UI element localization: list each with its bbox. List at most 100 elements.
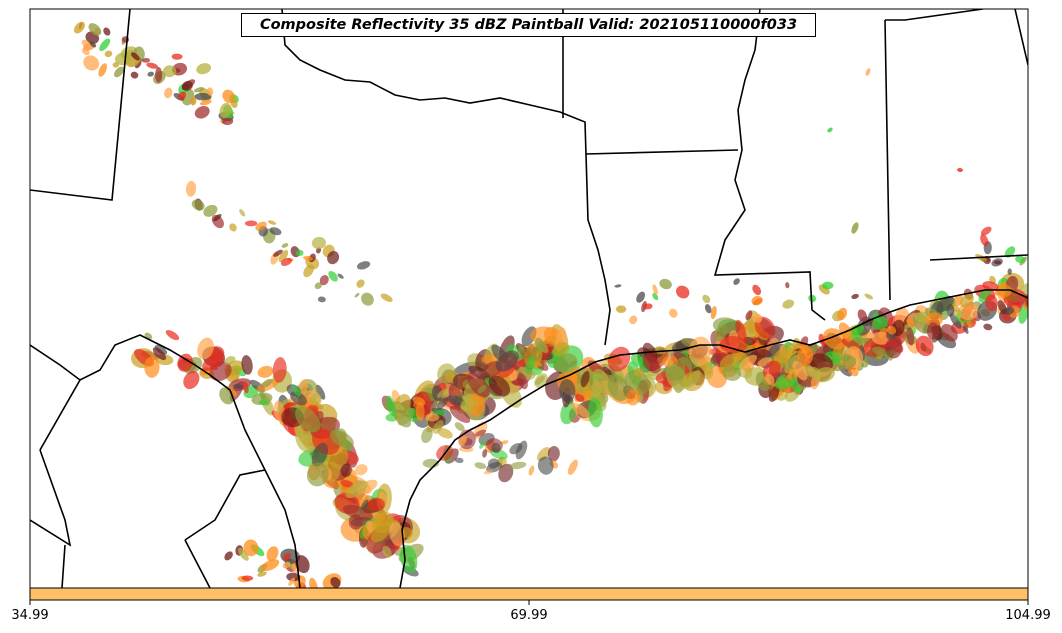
reflectivity-blob xyxy=(775,374,786,384)
reflectivity-blob xyxy=(309,577,318,588)
reflectivity-blob xyxy=(509,461,527,470)
reflectivity-blob xyxy=(626,389,641,406)
reflectivity-blob xyxy=(361,292,374,306)
reflectivity-blob xyxy=(554,353,578,375)
reflectivity-blob xyxy=(393,403,405,412)
reflectivity-blob xyxy=(516,345,526,360)
colorbar-tick-label-max: 104.99 xyxy=(1005,608,1051,623)
reflectivity-blob xyxy=(261,378,273,388)
reflectivity-blob xyxy=(272,357,287,383)
reflectivity-blob xyxy=(213,214,222,222)
reflectivity-blob xyxy=(152,347,167,361)
reflectivity-blob xyxy=(951,309,964,318)
reflectivity-blob xyxy=(813,367,835,383)
reflectivity-blob xyxy=(925,312,943,327)
reflectivity-blob xyxy=(927,322,940,340)
reflectivity-blob xyxy=(980,234,989,247)
reflectivity-blob xyxy=(994,260,1002,265)
reflectivity-blob xyxy=(534,373,548,388)
reflectivity-blob xyxy=(103,27,111,36)
reflectivity-blob xyxy=(183,370,200,390)
reflectivity-blob xyxy=(354,464,368,476)
reflectivity-blob xyxy=(382,545,392,558)
reflectivity-blob xyxy=(607,346,631,372)
reflectivity-blob xyxy=(792,360,808,381)
reflectivity-blob xyxy=(295,555,310,574)
reflectivity-blob xyxy=(244,220,258,227)
reflectivity-blob xyxy=(154,344,168,355)
reflectivity-blob xyxy=(311,236,326,250)
reflectivity-blob xyxy=(193,87,205,93)
reflectivity-blob xyxy=(303,264,314,278)
reflectivity-blob xyxy=(1004,246,1016,258)
reflectivity-blob xyxy=(255,221,267,231)
reflectivity-blob xyxy=(292,385,302,397)
reflectivity-blob xyxy=(360,499,369,510)
reflectivity-blob xyxy=(710,305,717,320)
georgia-florida-border xyxy=(929,254,1028,261)
reflectivity-blob xyxy=(389,522,405,547)
reflectivity-blob xyxy=(437,397,449,410)
mexico-state-border-3 xyxy=(61,544,66,588)
reflectivity-blob xyxy=(194,105,210,119)
reflectivity-blob xyxy=(340,463,352,478)
reflectivity-blob xyxy=(1027,267,1038,278)
reflectivity-blob xyxy=(636,291,646,303)
reflectivity-blob xyxy=(144,356,160,378)
reflectivity-blob xyxy=(203,204,218,217)
reflectivity-blob xyxy=(171,53,183,60)
reflectivity-blob xyxy=(936,295,954,313)
reflectivity-blob xyxy=(273,249,283,257)
reflectivity-blob xyxy=(457,435,467,446)
reflectivity-blob xyxy=(864,293,874,300)
reflectivity-blob xyxy=(768,385,780,402)
reflectivity-blob xyxy=(421,427,433,444)
reflectivity-blob xyxy=(319,274,329,286)
reflectivity-blob xyxy=(89,41,97,48)
reflectivity-blob xyxy=(295,406,321,433)
reflectivity-blob xyxy=(688,336,712,366)
reflectivity-blob xyxy=(1031,259,1042,272)
reflectivity-blob xyxy=(495,350,519,372)
reflectivity-blob xyxy=(574,394,585,402)
reflectivity-blob xyxy=(751,295,763,306)
nm-border xyxy=(30,9,131,201)
reflectivity-blob xyxy=(652,292,659,301)
reflectivity-blob xyxy=(330,577,341,588)
reflectivity-blob xyxy=(985,294,998,312)
reflectivity-blob xyxy=(643,303,653,310)
reflectivity-blob xyxy=(713,324,728,342)
reflectivity-blob xyxy=(996,284,1012,298)
reflectivity-blob xyxy=(827,127,833,133)
reflectivity-blob xyxy=(559,379,576,403)
reflectivity-blob xyxy=(475,429,487,437)
reflectivity-blob xyxy=(851,293,859,300)
reflectivity-blob xyxy=(412,396,426,406)
reflectivity-blob xyxy=(822,281,834,290)
reflectivity-blob xyxy=(311,442,329,467)
reflectivity-blob xyxy=(837,307,848,321)
reflectivity-blob xyxy=(624,370,650,396)
reflectivity-blob xyxy=(652,284,658,295)
reflectivity-blob xyxy=(642,354,661,374)
reflectivity-blob xyxy=(872,316,889,331)
reflectivity-blob xyxy=(571,402,590,418)
reflectivity-blob xyxy=(983,323,993,331)
reflectivity-blob xyxy=(460,398,475,412)
reflectivity-blob xyxy=(130,52,140,61)
reflectivity-blob xyxy=(309,393,321,406)
reflectivity-blob xyxy=(280,257,292,267)
reflectivity-blob xyxy=(342,504,373,521)
reflectivity-blob xyxy=(295,249,304,257)
reflectivity-blob xyxy=(468,365,491,381)
reflectivity-blob xyxy=(738,354,758,370)
reflectivity-blob xyxy=(887,325,897,335)
reflectivity-blob xyxy=(602,366,612,376)
reflectivity-blob xyxy=(266,546,279,562)
alabama-border xyxy=(884,19,891,301)
reflectivity-blob xyxy=(851,222,859,234)
reflectivity-blob xyxy=(906,319,914,325)
reflectivity-blob xyxy=(194,92,212,101)
reflectivity-blob xyxy=(82,47,90,56)
